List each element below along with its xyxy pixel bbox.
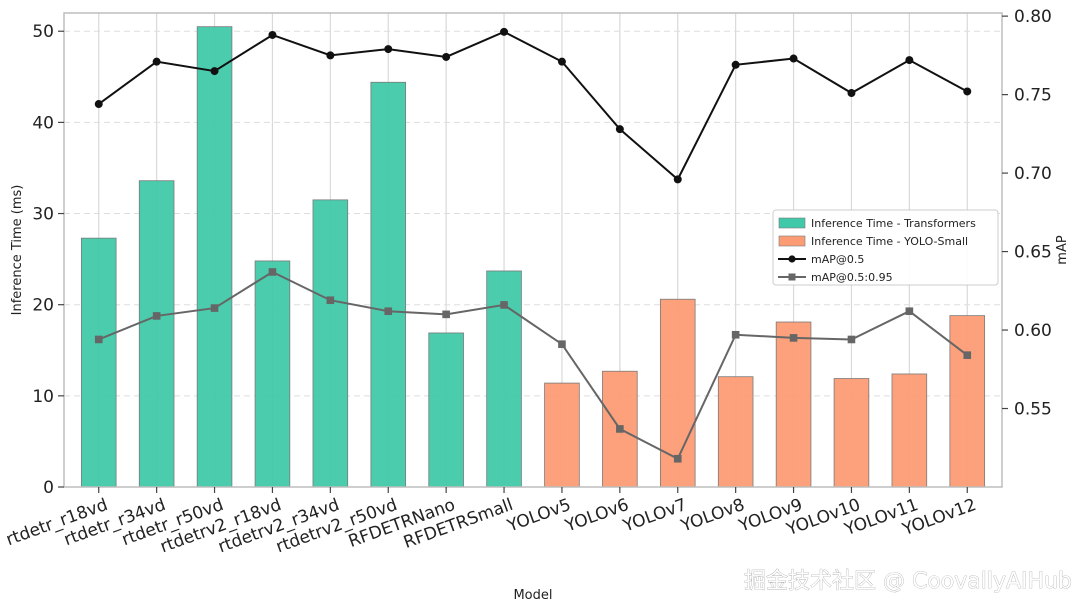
map50-95-point [268,268,277,276]
y2-tick-label: 0.75 [1014,86,1052,106]
legend-label: Inference Time - YOLO-Small [811,235,968,248]
map50-95-point [558,340,566,348]
bar-YOLOv8 [717,376,754,488]
x-axis-title: Model [513,588,552,603]
map50-95-point [905,307,914,316]
map50-point [615,125,624,134]
map50-95-point [673,454,682,463]
map50-point [384,45,393,54]
bar-rtdetr_r18vd [80,237,117,488]
map50-95-point [731,330,740,339]
y2-axis-title: mAP [1055,235,1070,265]
map50-95-point [152,312,161,320]
x-tick-label: YOLOv6 [562,495,632,537]
bar-YOLOv11 [891,373,928,488]
map50-point [326,51,335,60]
map50-95-point [963,351,972,359]
legend-marker [788,273,796,281]
y-tick-label: 0 [43,478,54,498]
map50-point [905,56,914,65]
x-tick-label: YOLOv7 [620,495,690,537]
map50-95-point [210,304,219,312]
y2-tick-label: 0.55 [1014,400,1052,420]
legend-label: Inference Time - Transformers [811,217,976,230]
watermark: 掘金技术社区 @ CoovallyAIHub [744,569,1072,594]
map50-95-point [789,334,798,342]
map50-point [789,54,798,63]
y-axis-title: Inference Time (ms) [10,185,25,316]
bar-rtdetrv2_r34vd [312,199,349,488]
map50-95-point [616,425,624,433]
bar-rtdetr_r50vd [196,26,233,488]
y2-tick-label: 0.60 [1014,321,1052,341]
bar-rtdetrv2_r50vd [370,81,407,488]
y2-tick-label: 0.65 [1014,243,1052,263]
bar-YOLOv5 [544,382,580,488]
legend-label: mAP@0.5 [811,253,864,266]
bar-YOLOv9 [775,321,812,488]
map50-point [673,175,682,184]
legend-swatch [778,217,806,229]
map50-point [94,100,103,109]
legend-marker [788,255,796,263]
bar-YOLOv10 [833,378,870,488]
bar-RFDETRNano [428,332,464,488]
map50-95-point [94,335,103,344]
map50-point [557,57,566,66]
y-tick-label: 10 [32,387,54,407]
plot-frame [63,12,1003,488]
legend-label: mAP@0.5:0.95 [811,271,893,284]
map50-95-point [384,307,393,316]
map50-point [731,60,740,69]
map50-point [500,27,509,36]
y-tick-label: 30 [32,205,54,225]
legend-swatch [778,235,806,247]
map50-point [210,67,219,76]
bar-YOLOv12 [949,315,986,488]
map50-line [98,30,968,181]
map50-95-point [442,310,450,319]
bar-rtdetrv2_r18vd [254,260,291,488]
map50-point [152,57,161,66]
x-tick-label: YOLOv8 [678,495,748,537]
y-tick-label: 50 [32,22,54,42]
map50-95-point [326,296,335,305]
y-tick-label: 40 [32,113,54,133]
map50-95-point [847,335,856,344]
map50-95-line [98,270,968,461]
map50-point [963,87,972,96]
bar-rtdetr_r34vd [138,180,175,488]
map50-point [847,89,856,98]
y2-tick-label: 0.80 [1014,7,1052,27]
legend: Inference Time - Transformers Inference T… [772,209,999,286]
map50-point [268,30,277,39]
map50-point [442,52,451,61]
x-tick-label: YOLOv5 [504,495,574,537]
legend-box [772,209,999,286]
map50-95-point [500,301,508,309]
y-tick-label: 20 [32,296,54,316]
y2-tick-label: 0.70 [1014,164,1052,184]
